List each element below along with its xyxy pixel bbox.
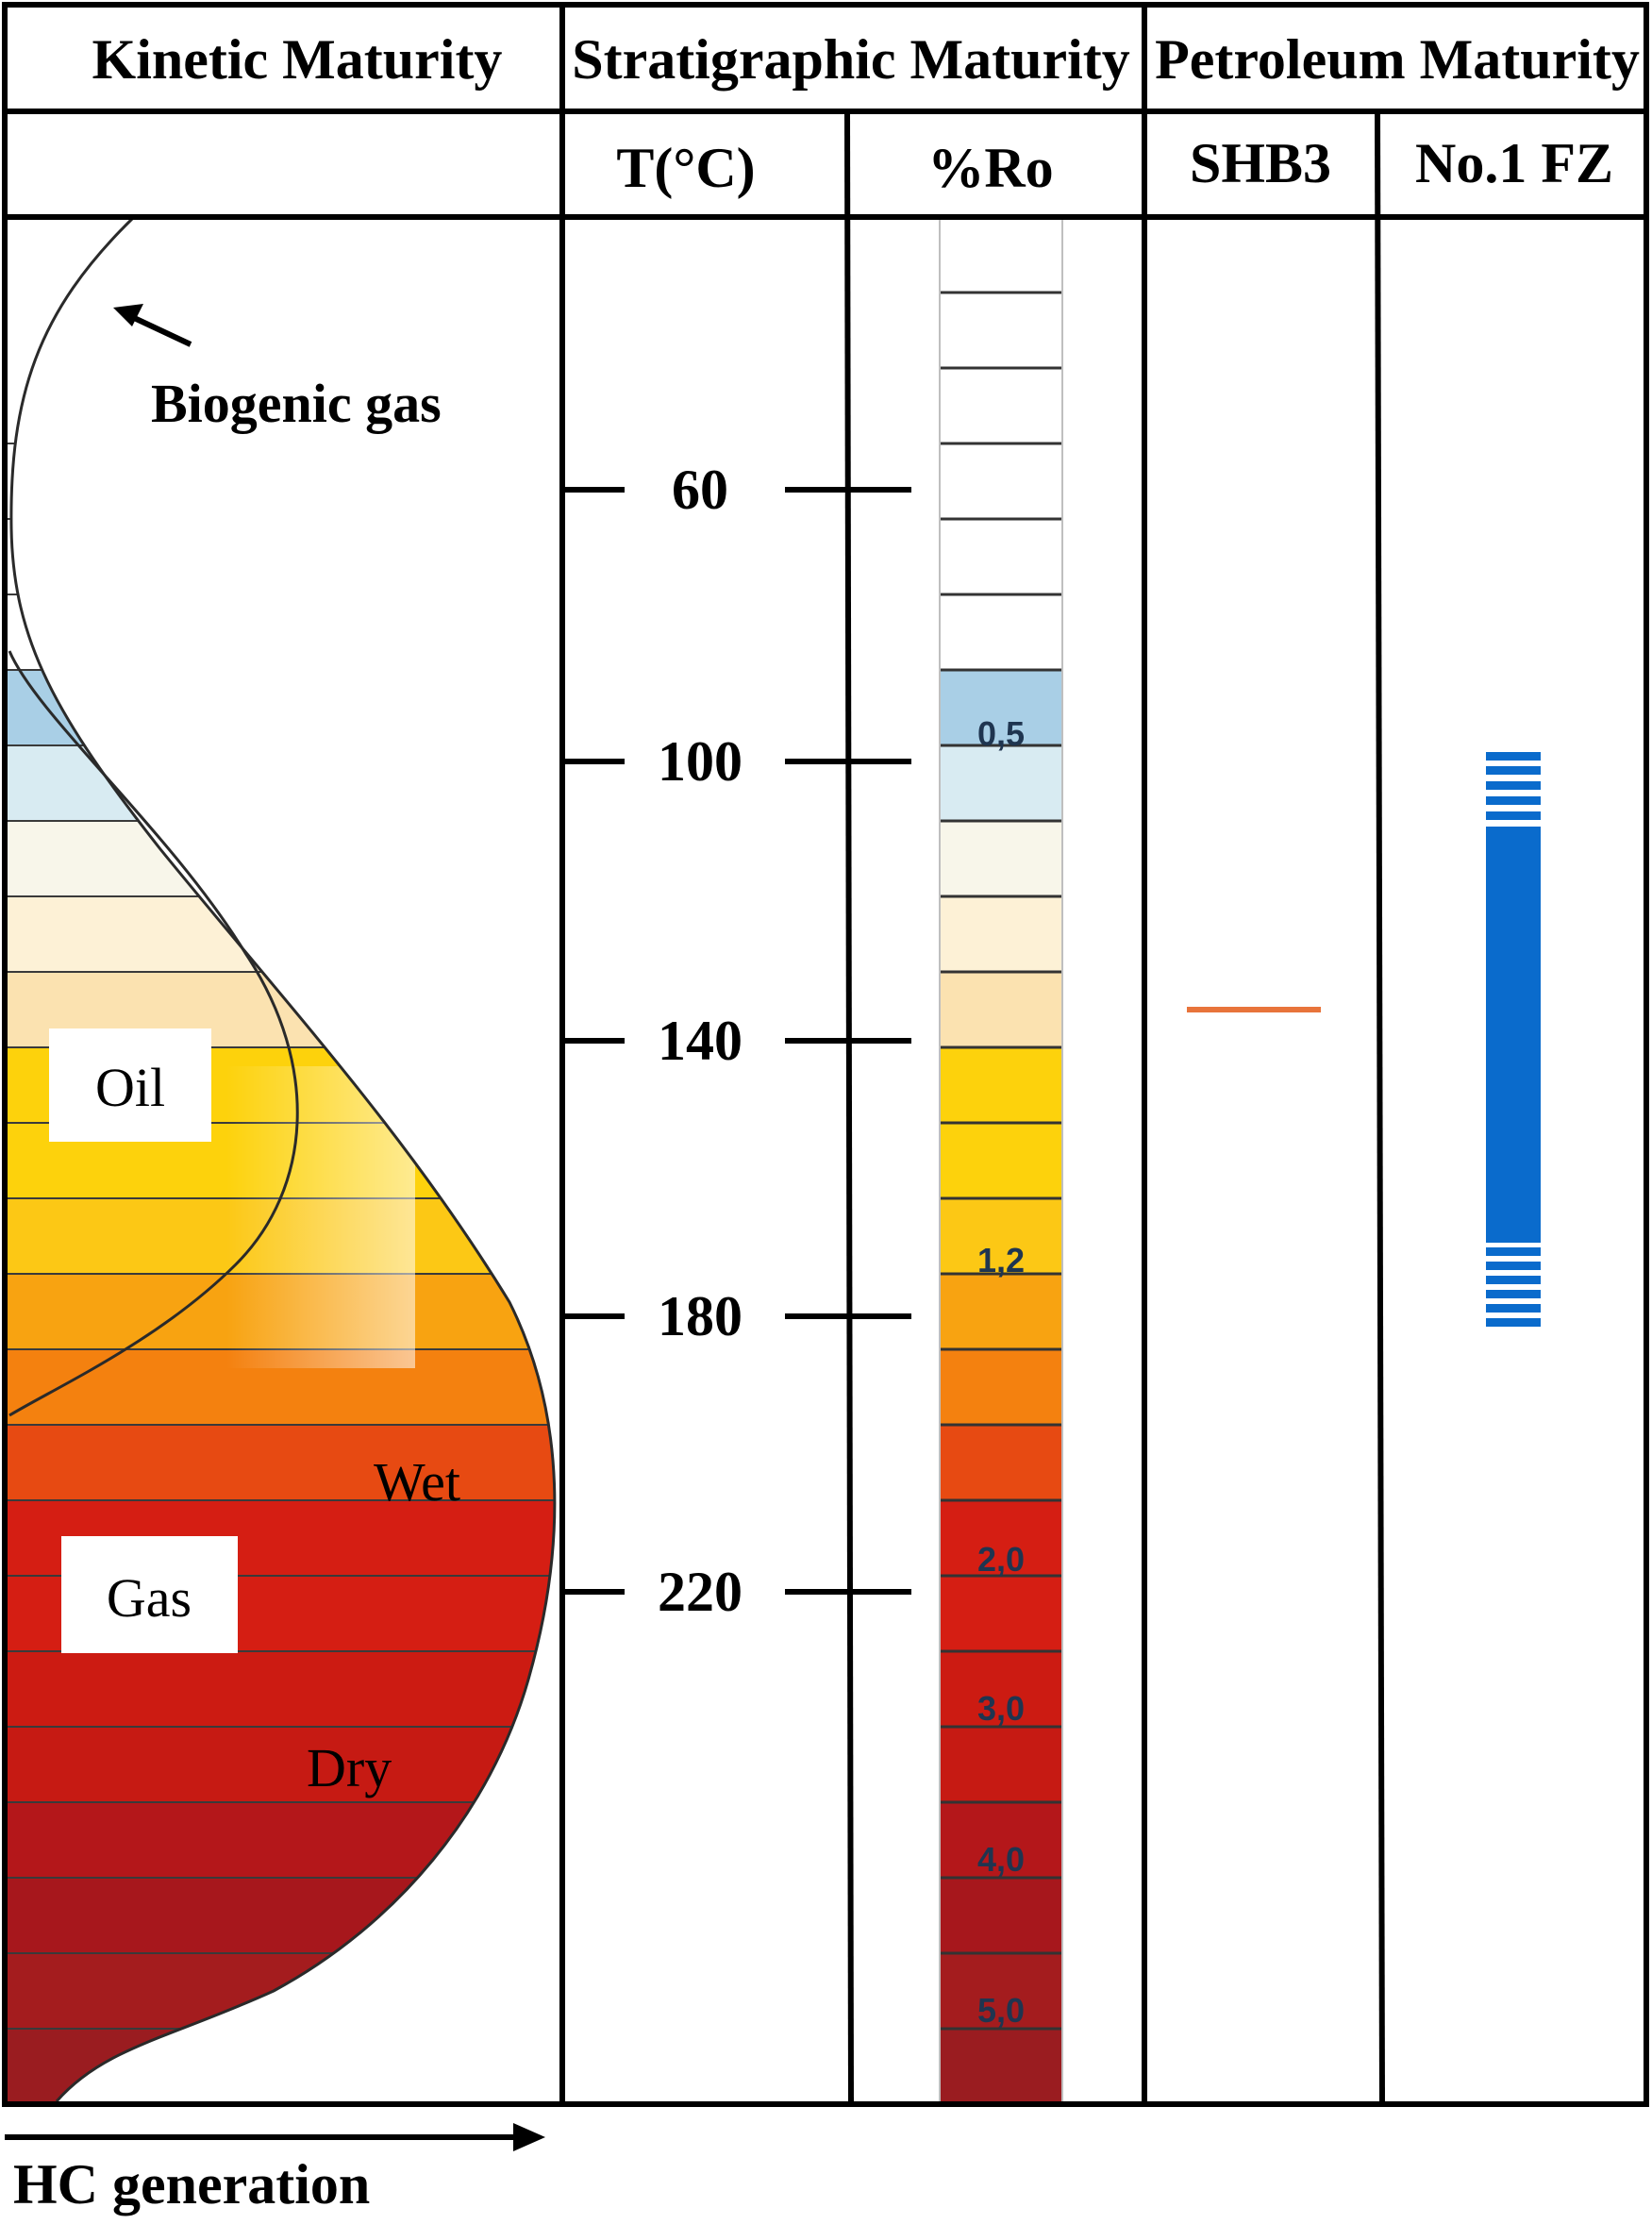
ro-band [940, 1047, 1062, 1123]
kinetic-band [8, 594, 555, 670]
ro-band [940, 1349, 1062, 1425]
ro-band [940, 1953, 1062, 2029]
fz-bar-stripe [1486, 1276, 1541, 1284]
oil-label: Oil [95, 1057, 165, 1118]
ro-label: 4,0 [977, 1840, 1025, 1879]
ro-band [940, 1576, 1062, 1651]
fz-bar-stripe [1486, 1318, 1541, 1327]
kinetic-band [8, 1953, 555, 2029]
ro-label: 5,0 [977, 1991, 1025, 2030]
fz-bar-stripe [1486, 1247, 1541, 1256]
kinetic-maturity-bands [8, 443, 555, 2101]
gas-label: Gas [107, 1567, 192, 1629]
ro-scale-bar [939, 215, 1063, 2104]
kinetic-band [8, 1878, 555, 1953]
fz-bar-stripe [1486, 1262, 1541, 1270]
fz-bar-stripe [1486, 796, 1541, 805]
temp-tick-label: 60 [672, 459, 728, 521]
kinetic-band [8, 670, 555, 745]
ro-band [940, 1123, 1062, 1198]
ro-band [940, 368, 1062, 443]
no1-fz-maturity-bar [1486, 752, 1541, 1327]
temperature-ticks: 60 100 140 180 220 [562, 459, 911, 1623]
ro-band [940, 1500, 1062, 1576]
wet-label: Wet [374, 1451, 460, 1513]
ro-band [940, 1198, 1062, 1274]
oil-fade [226, 1066, 415, 1368]
ro-band [940, 2029, 1062, 2104]
kinetic-band [8, 821, 555, 896]
header-shb3: SHB3 [1190, 132, 1331, 194]
header-petroleum-maturity: Petroleum Maturity [1155, 28, 1640, 91]
ro-band [940, 293, 1062, 368]
kinetic-band [8, 1651, 555, 1727]
ro-label: 1,2 [977, 1241, 1025, 1279]
biogenic-arrow [113, 304, 192, 347]
ro-scale-labels: 0,5 1,2 2,0 3,0 4,0 5,0 [977, 714, 1025, 2030]
header-stratigraphic-maturity: Stratigraphic Maturity [572, 28, 1130, 91]
kinetic-band [8, 2029, 555, 2101]
kinetic-band [8, 1802, 555, 1878]
fz-bar-stripe [1486, 1304, 1541, 1313]
fz-bar-core [1486, 835, 1541, 1243]
fz-bar-stripe [1486, 766, 1541, 775]
temp-tick-label: 180 [658, 1285, 743, 1347]
ro-band [940, 1727, 1062, 1802]
fz-bar-stripe [1486, 827, 1541, 835]
kinetic-band [8, 1425, 555, 1500]
gas-label-box [61, 1536, 238, 1653]
header-kinetic-maturity: Kinetic Maturity [92, 28, 503, 91]
fz-bar-stripe [1486, 1290, 1541, 1298]
kinetic-band [8, 443, 555, 519]
kinetic-band [8, 519, 555, 594]
hc-generation-arrow [5, 2123, 545, 2151]
ro-band [940, 217, 1062, 293]
ro-band [940, 1802, 1062, 1878]
ro-label: 0,5 [977, 714, 1025, 753]
kinetic-band [8, 896, 555, 972]
temp-tick-label: 220 [658, 1561, 743, 1623]
ro-band [940, 594, 1062, 670]
fz-bar-stripe [1486, 752, 1541, 761]
fz-bar-stripe [1486, 811, 1541, 820]
ro-band [940, 1878, 1062, 1953]
oil-label-box [49, 1028, 211, 1142]
ro-label: 2,0 [977, 1540, 1025, 1579]
header-temperature: T(°C) [616, 137, 755, 199]
kinetic-curve-outer [9, 217, 557, 2102]
ro-band [940, 670, 1062, 745]
fz-bar-stripe [1486, 781, 1541, 790]
table-grid [2, 2, 1649, 2107]
temp-tick-label: 100 [658, 730, 743, 793]
biogenic-gas-label: Biogenic gas [151, 373, 442, 434]
ro-band [940, 519, 1062, 594]
hc-generation-label: HC generation [13, 2153, 370, 2216]
ro-band [940, 821, 1062, 896]
ro-band [940, 1425, 1062, 1500]
header-no1-fz: No.1 FZ [1415, 132, 1613, 194]
ro-band [940, 972, 1062, 1047]
kinetic-curve-inner [8, 650, 299, 1417]
ro-band [940, 1274, 1062, 1349]
header-ro: %Ro [927, 137, 1053, 199]
ro-band [940, 745, 1062, 821]
ro-band [940, 1651, 1062, 1727]
ro-band [940, 896, 1062, 972]
dry-label: Dry [307, 1737, 392, 1798]
ro-band [940, 443, 1062, 519]
kinetic-band [8, 1727, 555, 1802]
ro-label: 3,0 [977, 1689, 1025, 1728]
temp-tick-label: 140 [658, 1010, 743, 1072]
